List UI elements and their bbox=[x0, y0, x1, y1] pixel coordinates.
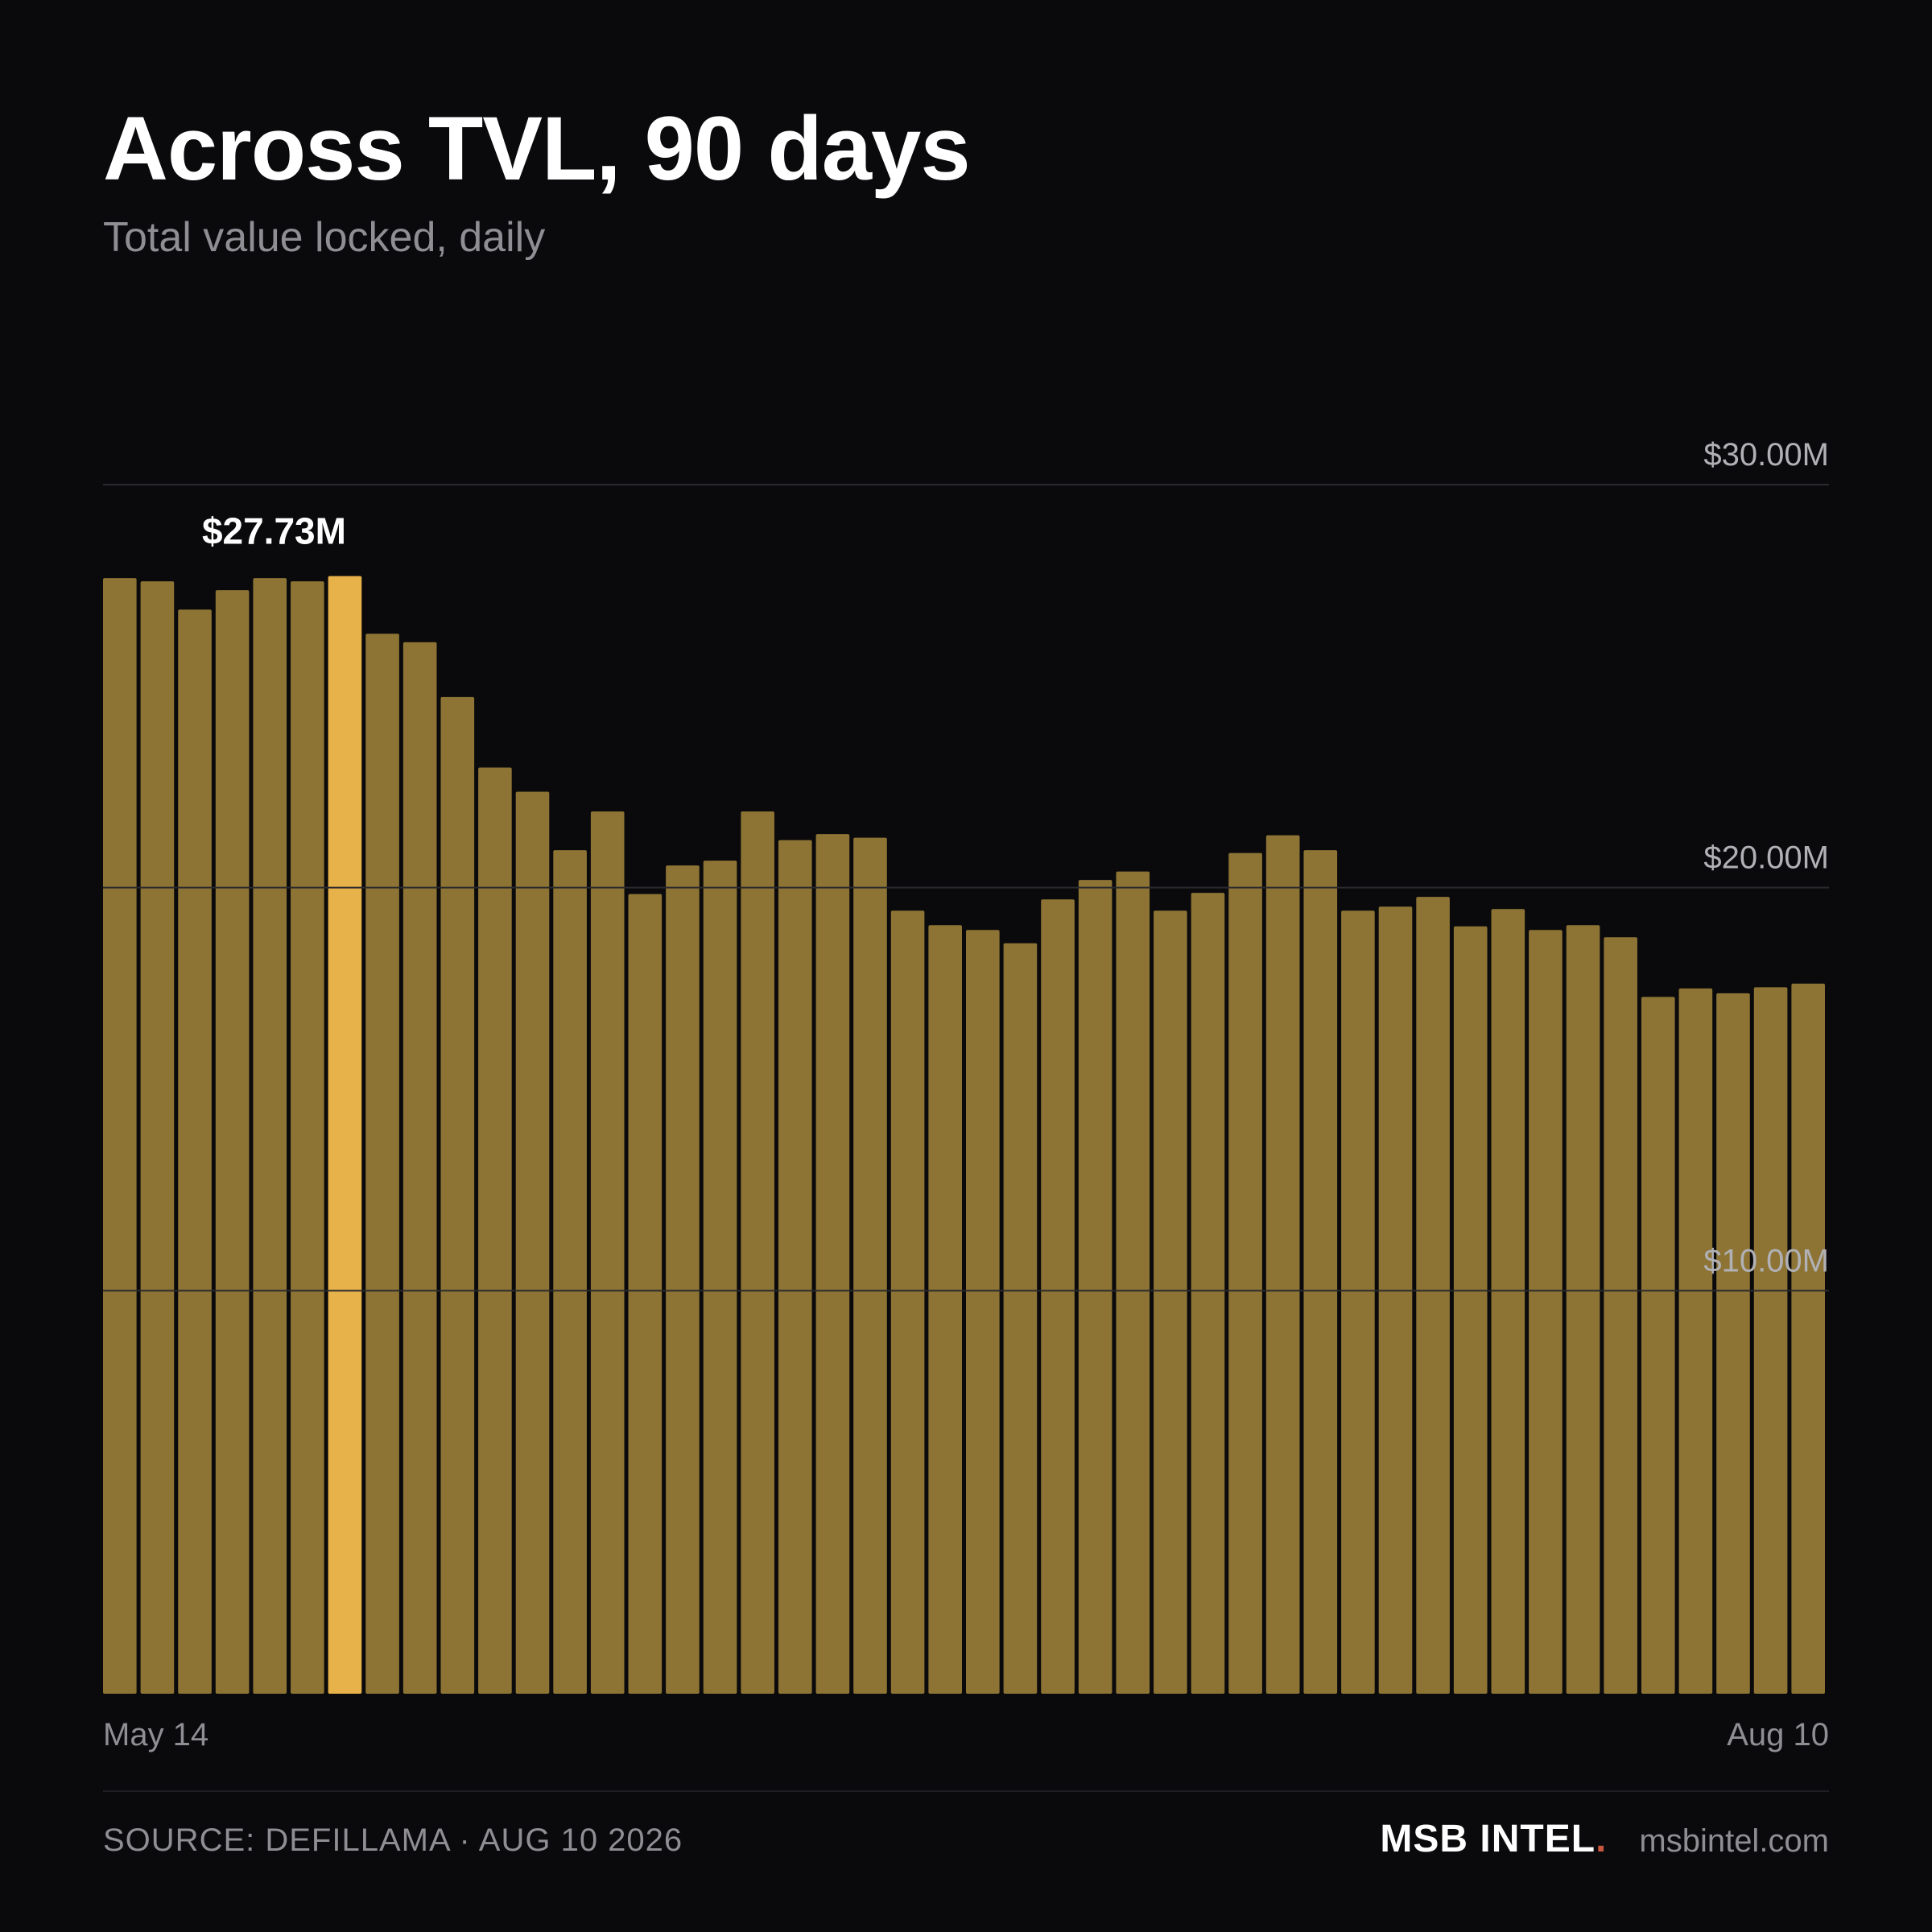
bar bbox=[1566, 925, 1600, 1694]
bar bbox=[778, 840, 812, 1694]
bar bbox=[628, 894, 663, 1694]
brand: MSB INTEL. msbintel.com bbox=[1380, 1816, 1829, 1863]
bar bbox=[103, 578, 137, 1694]
bar bbox=[515, 791, 550, 1694]
bar bbox=[1529, 930, 1563, 1694]
bar bbox=[1154, 910, 1187, 1694]
bar bbox=[1791, 983, 1825, 1694]
bar bbox=[1003, 943, 1038, 1694]
bar bbox=[178, 609, 212, 1695]
bar bbox=[1604, 937, 1637, 1694]
bar bbox=[1716, 993, 1750, 1694]
bar bbox=[1041, 899, 1075, 1694]
bar bbox=[1491, 909, 1525, 1694]
bar bbox=[1341, 910, 1375, 1694]
bar bbox=[1265, 835, 1300, 1694]
bar bbox=[140, 581, 175, 1695]
bar bbox=[440, 696, 475, 1694]
bar bbox=[1416, 897, 1450, 1694]
bar bbox=[1303, 850, 1338, 1694]
bar bbox=[703, 861, 737, 1694]
bar bbox=[1228, 852, 1262, 1694]
chart-title: Across TVL, 90 days bbox=[103, 98, 971, 199]
chart-subtitle: Total value locked, daily bbox=[103, 214, 546, 261]
brand-dot: . bbox=[1596, 1818, 1608, 1860]
bar-highlight bbox=[328, 576, 362, 1694]
bar bbox=[253, 578, 287, 1694]
bar bbox=[928, 925, 962, 1694]
labels: $10.00M $20.00M $30.00M $27.73M May 14 Aug 10 bbox=[103, 437, 1829, 1752]
footer-divider bbox=[103, 1790, 1829, 1792]
bar bbox=[553, 850, 587, 1694]
bar bbox=[291, 581, 324, 1695]
x-label-start: May 14 bbox=[103, 1717, 208, 1752]
y-tick-label: $30.00M bbox=[1703, 437, 1829, 473]
x-label-end: Aug 10 bbox=[1727, 1717, 1829, 1752]
brand-url: msbintel.com bbox=[1639, 1823, 1829, 1859]
bar bbox=[853, 837, 887, 1694]
brand-name: MSB INTEL. bbox=[1380, 1816, 1607, 1863]
bar bbox=[1378, 906, 1413, 1694]
bar bbox=[1641, 997, 1675, 1694]
bar bbox=[402, 642, 437, 1694]
bar bbox=[1116, 871, 1150, 1694]
bar bbox=[478, 767, 512, 1694]
bar bbox=[890, 910, 925, 1694]
bars bbox=[103, 576, 1825, 1695]
y-tick-label: $20.00M bbox=[1703, 840, 1829, 876]
bar bbox=[815, 834, 850, 1694]
bar bbox=[966, 930, 1000, 1694]
bar bbox=[741, 811, 774, 1694]
bar bbox=[1678, 988, 1713, 1694]
y-tick-label: $10.00M bbox=[1703, 1243, 1829, 1278]
bar bbox=[666, 865, 700, 1694]
brand-name-text: MSB INTEL bbox=[1380, 1818, 1596, 1860]
bar bbox=[1753, 987, 1788, 1694]
highlight-value-label: $27.73M bbox=[202, 510, 346, 552]
source-note: SOURCE: DEFILLAMA · AUG 10 2026 bbox=[103, 1823, 683, 1858]
bar bbox=[215, 590, 250, 1695]
bar bbox=[590, 811, 625, 1694]
bar bbox=[1078, 880, 1113, 1694]
bar bbox=[1191, 893, 1225, 1694]
bar bbox=[1453, 926, 1488, 1694]
bar bbox=[365, 634, 399, 1694]
